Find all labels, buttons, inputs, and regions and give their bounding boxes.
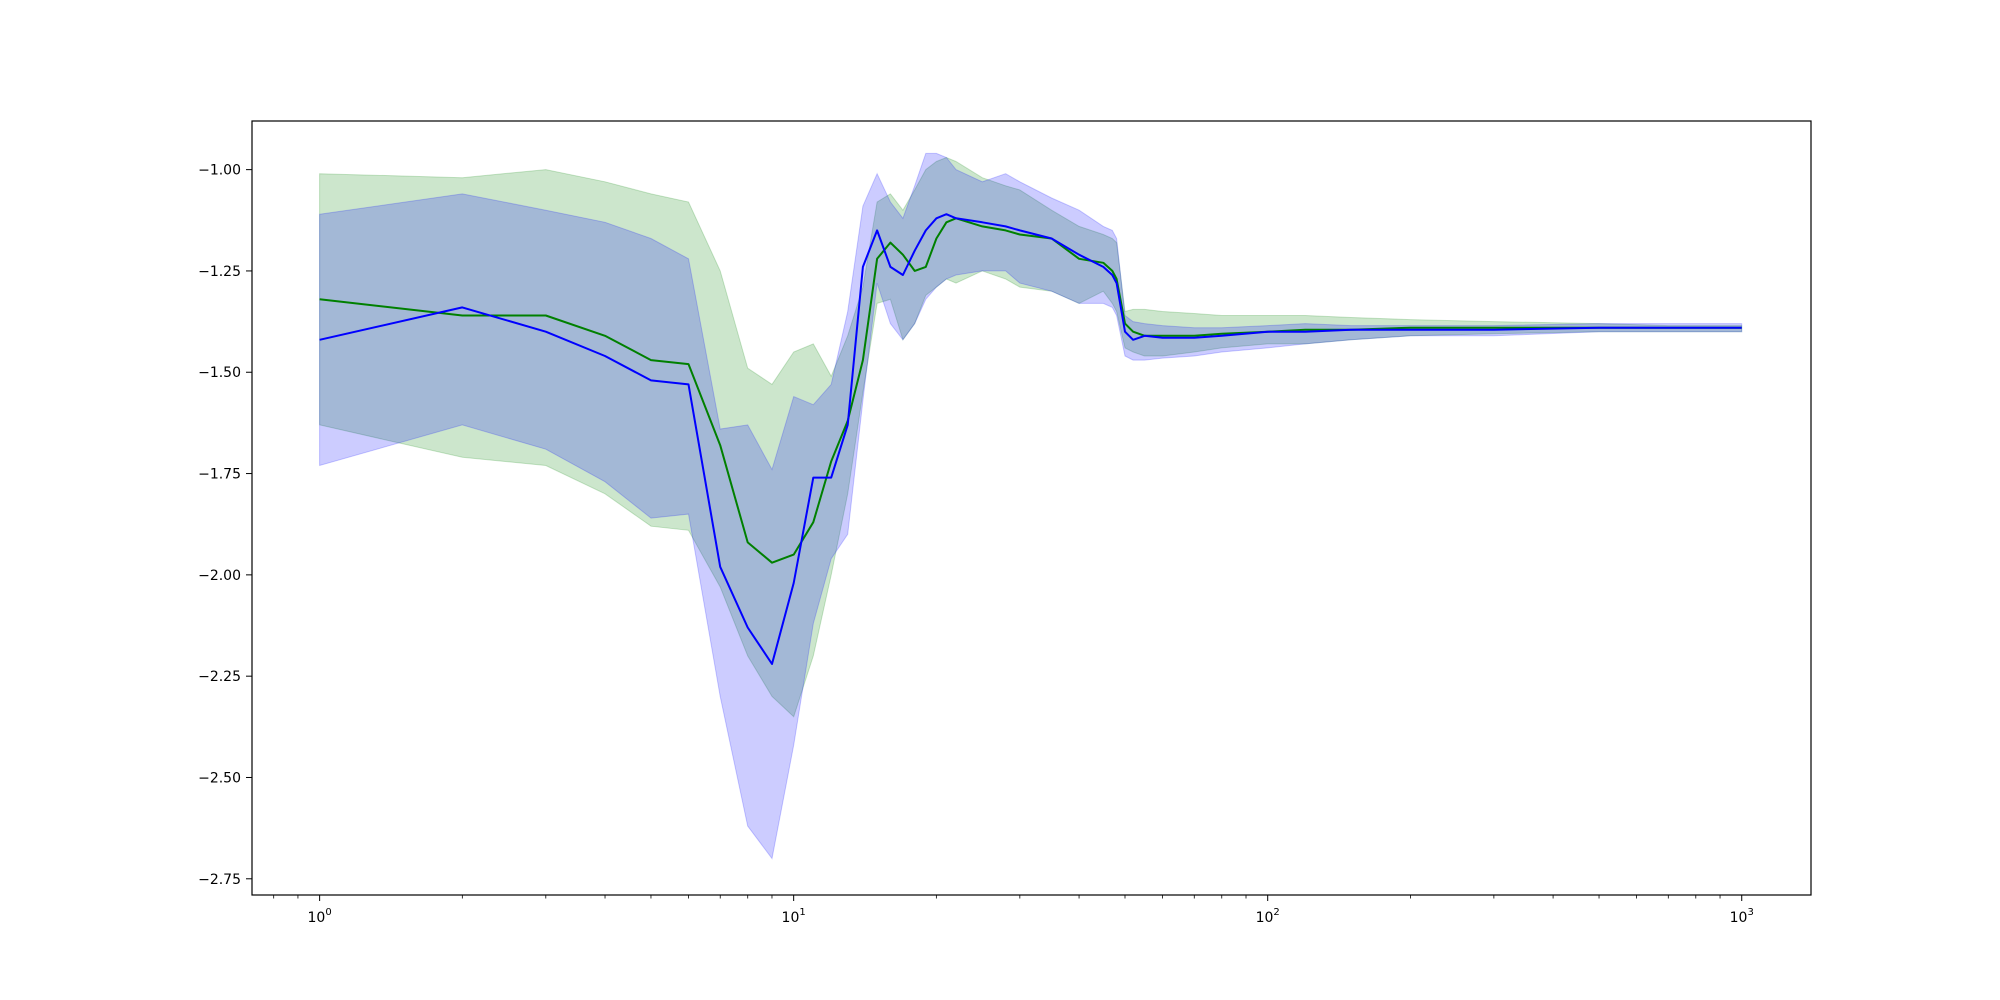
x-tick-label: 101: [782, 907, 806, 926]
series-lines: [319, 213, 1742, 665]
y-tick-label: −2.25: [198, 669, 241, 685]
y-tick-label: −1.75: [198, 467, 241, 483]
series-2-line: [319, 213, 1742, 665]
y-tick-label: −1.25: [198, 264, 241, 280]
y-tick-label: −1.50: [198, 365, 241, 381]
x-axis: 100 101 102 103: [273, 895, 1754, 926]
y-tick-label: −2.50: [198, 770, 241, 786]
plot-frame: [251, 120, 1812, 896]
y-tick-label: −2.75: [198, 872, 241, 888]
y-axis: −1.00 −1.25 −1.50 −1.75 −2.00 −2.25 −2.50 −2.75: [198, 163, 252, 888]
y-tick-label: −2.00: [198, 568, 241, 584]
x-tick-label: 102: [1256, 907, 1280, 926]
x-tick-label: 103: [1730, 907, 1754, 926]
y-tick-label: −1.00: [198, 163, 241, 179]
series-1-band: [319, 156, 1743, 718]
x-tick-label: 100: [308, 907, 332, 926]
